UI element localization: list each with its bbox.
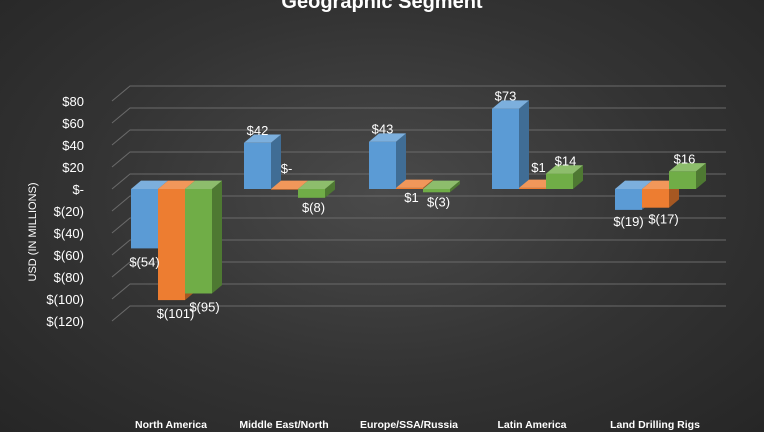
bar: [396, 179, 433, 189]
data-label: $(8): [302, 200, 325, 215]
bar: [546, 165, 583, 189]
data-label: $(19): [613, 214, 643, 229]
bar-top: [131, 180, 168, 189]
bar-front: [298, 189, 325, 198]
bar-top: [396, 179, 433, 188]
bar-front: [642, 189, 669, 208]
bar: [492, 100, 529, 189]
bar-front: [492, 108, 519, 189]
y-axis-ticks: $80 $60 $40 $20 $- $(20) $(40) $(60) $(80) $(100)…: [46, 94, 84, 329]
bar-side: [450, 180, 460, 193]
bar: [423, 180, 460, 193]
bar-side: [212, 180, 222, 294]
bar-front: [615, 189, 642, 210]
bar-top: [546, 165, 583, 174]
bar-front: [158, 189, 185, 301]
y-tick-label: $20: [62, 160, 84, 175]
bar-front: [546, 173, 573, 189]
x-tick-label: North America: [135, 419, 207, 431]
bar-front: [519, 187, 546, 189]
gridline: [111, 283, 726, 300]
y-tick-label: $60: [62, 116, 84, 131]
bar-side: [519, 100, 529, 189]
bars: [131, 100, 706, 301]
chart-title: Geographic Segment: [281, 0, 482, 13]
bar-side: [325, 180, 335, 198]
bar-top: [158, 180, 195, 189]
y-tick-label: $40: [62, 138, 84, 153]
gridline: [111, 305, 726, 322]
y-tick-label: $(40): [54, 226, 84, 241]
x-tick-label: Land Drilling Rigs: [610, 419, 700, 431]
gridline: [111, 85, 726, 102]
data-label: $42: [247, 123, 269, 138]
data-label: $(101): [157, 306, 195, 321]
bar-side: [423, 179, 433, 189]
x-tick-label: Middle East/North: [239, 419, 328, 431]
bar-top: [669, 163, 706, 172]
bar-top: [185, 180, 222, 189]
bar-front: [369, 141, 396, 189]
data-label: $43: [372, 122, 394, 137]
gridline: [111, 151, 726, 168]
bar-top: [615, 180, 652, 189]
x-tick-label: Europe/SSA/Russia: [360, 419, 458, 431]
gridline: [111, 129, 726, 146]
y-tick-label: $(20): [54, 204, 84, 219]
gridlines: [111, 85, 726, 322]
bar: [298, 180, 335, 198]
bar-front: [131, 189, 158, 249]
data-labels: $(54) $42 $43 $73 $(19) $(101) $- $1 $1 $(17) $(95…: [129, 89, 695, 321]
gridline: [111, 239, 726, 256]
bar-side: [696, 163, 706, 189]
bar-top: [271, 180, 308, 189]
bar-top: [298, 180, 335, 189]
x-axis-ticks: North America Middle East/North Europe/SSA…: [135, 419, 700, 431]
data-label: $(3): [427, 194, 450, 209]
data-label: $(54): [129, 254, 159, 269]
bar-side: [271, 134, 281, 189]
bar-front: [423, 189, 450, 193]
y-tick-label: $(100): [46, 292, 84, 307]
bar-side: [573, 165, 583, 189]
bar-side: [396, 133, 406, 189]
bar-front: [185, 189, 212, 294]
gridline: [111, 261, 726, 278]
bar: [369, 133, 406, 189]
gridline: [111, 107, 726, 124]
y-tick-label: $(60): [54, 248, 84, 263]
bar-top: [423, 180, 460, 189]
bar-front: [244, 142, 271, 189]
data-label: $73: [495, 89, 517, 104]
bar-top: [492, 100, 529, 109]
bar-front: [271, 189, 298, 190]
bar-top: [369, 133, 406, 142]
data-label: $-: [281, 161, 293, 176]
bar-front: [396, 187, 423, 189]
data-label: $(17): [648, 212, 678, 227]
bar: [244, 134, 281, 189]
x-tick-label: Latin America: [497, 419, 566, 431]
bar-top: [244, 134, 281, 143]
bar: [185, 180, 222, 294]
bar: [669, 163, 706, 189]
data-label: $14: [555, 154, 577, 169]
y-tick-label: $80: [62, 94, 84, 109]
y-tick-label: $-: [72, 182, 84, 197]
gridline: [111, 217, 726, 234]
y-tick-label: $(80): [54, 270, 84, 285]
data-label: $16: [674, 151, 696, 166]
data-label: $1: [404, 190, 418, 205]
y-axis-label: USD (IN MILLIONS): [27, 182, 39, 281]
bar-front: [669, 171, 696, 189]
y-tick-label: $(120): [46, 314, 84, 329]
data-label: $1: [531, 160, 545, 175]
gridline: [111, 195, 726, 212]
data-label: $(95): [189, 300, 219, 315]
